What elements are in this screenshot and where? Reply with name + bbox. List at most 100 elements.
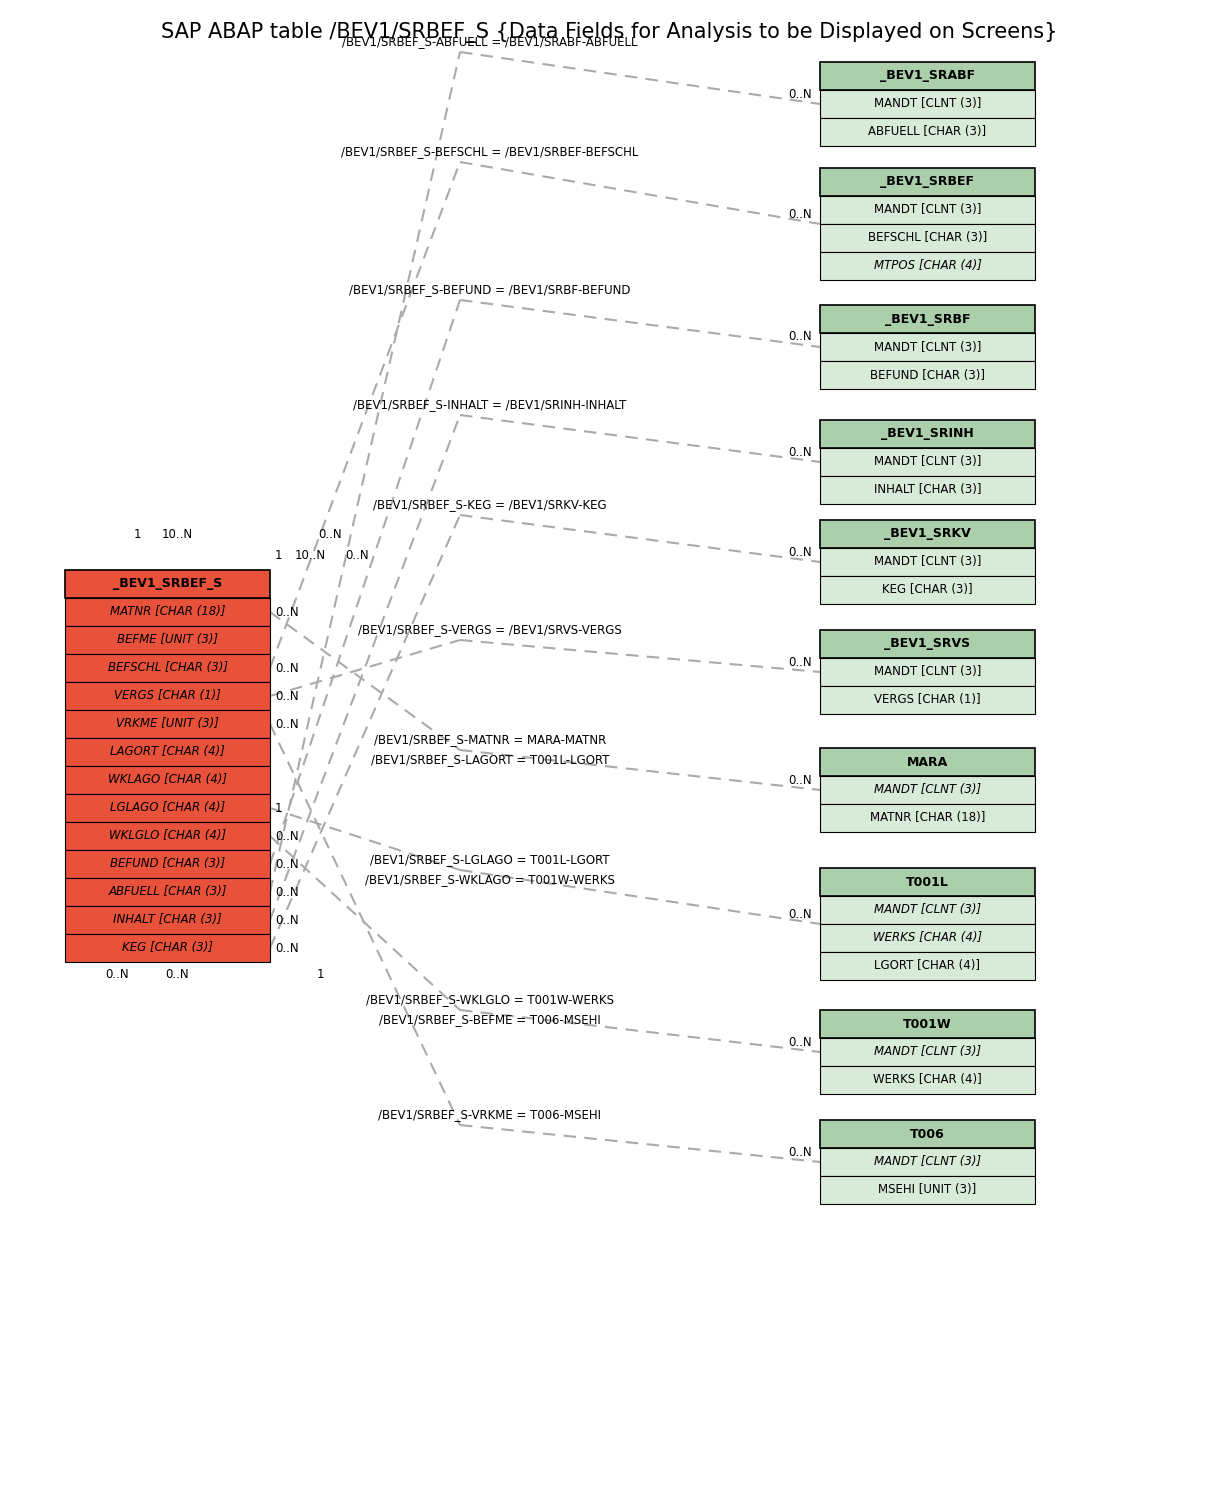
Bar (820, 196, 1035, 224)
Bar (820, 117, 1035, 146)
Text: MSEHI [UNIT (3)]: MSEHI [UNIT (3)] (879, 1184, 976, 1197)
Text: MATNR [CHAR (18)]: MATNR [CHAR (18)] (870, 812, 985, 824)
Text: WKLAGO [CHAR (4)]: WKLAGO [CHAR (4)] (108, 773, 227, 787)
Text: 0..N: 0..N (275, 606, 299, 618)
Text: 0..N: 0..N (166, 967, 189, 981)
Text: MATNR [CHAR (18)]: MATNR [CHAR (18)] (110, 606, 226, 618)
Text: INHALT [CHAR (3)]: INHALT [CHAR (3)] (874, 483, 981, 496)
Text: T001W: T001W (903, 1018, 952, 1030)
Bar (820, 448, 1035, 475)
Text: MANDT [CLNT (3)]: MANDT [CLNT (3)] (874, 1155, 981, 1169)
Text: 0..N: 0..N (318, 528, 341, 541)
Text: _BEV1_SRVS: _BEV1_SRVS (885, 638, 970, 651)
Text: _BEV1_SRINH: _BEV1_SRINH (881, 427, 974, 441)
Text: 0..N: 0..N (789, 656, 812, 668)
Text: T006: T006 (911, 1128, 945, 1140)
Bar (820, 547, 1035, 576)
Text: _BEV1_SRABF: _BEV1_SRABF (880, 69, 975, 83)
Text: MANDT [CLNT (3)]: MANDT [CLNT (3)] (874, 1045, 981, 1059)
Text: 0..N: 0..N (789, 1035, 812, 1048)
Text: WERKS [CHAR (4)]: WERKS [CHAR (4)] (873, 931, 983, 945)
Text: BEFME [UNIT (3)]: BEFME [UNIT (3)] (117, 633, 218, 647)
Text: 0..N: 0..N (275, 857, 299, 871)
Text: /BEV1/SRBEF_S-VERGS = /BEV1/SRVS-VERGS: /BEV1/SRBEF_S-VERGS = /BEV1/SRVS-VERGS (358, 623, 622, 636)
Bar (65, 934, 269, 963)
Text: /BEV1/SRBEF_S-BEFME = T006-MSEHI: /BEV1/SRBEF_S-BEFME = T006-MSEHI (379, 1014, 601, 1026)
Text: VERGS [CHAR (1)]: VERGS [CHAR (1)] (874, 693, 981, 707)
Text: LGORT [CHAR (4)]: LGORT [CHAR (4)] (874, 960, 980, 973)
Text: MANDT [CLNT (3)]: MANDT [CLNT (3)] (874, 665, 981, 678)
Bar (820, 896, 1035, 923)
Bar (65, 794, 269, 823)
Text: 10..N: 10..N (295, 549, 327, 562)
Text: _BEV1_SRBEF_S: _BEV1_SRBEF_S (113, 578, 222, 591)
Bar (65, 878, 269, 905)
Bar (820, 62, 1035, 90)
Bar (65, 681, 269, 710)
Bar (820, 475, 1035, 504)
Bar (820, 1148, 1035, 1176)
Text: /BEV1/SRBEF_S-BEFSCHL = /BEV1/SRBEF-BEFSCHL: /BEV1/SRBEF_S-BEFSCHL = /BEV1/SRBEF-BEFS… (341, 144, 639, 158)
Text: 0..N: 0..N (789, 773, 812, 787)
Text: VRKME [UNIT (3)]: VRKME [UNIT (3)] (116, 717, 219, 731)
Text: MANDT [CLNT (3)]: MANDT [CLNT (3)] (874, 784, 981, 797)
Text: 1: 1 (275, 549, 283, 562)
Text: 1: 1 (316, 967, 324, 981)
Text: 10..N: 10..N (161, 528, 193, 541)
Text: MANDT [CLNT (3)]: MANDT [CLNT (3)] (874, 203, 981, 217)
Bar (820, 1176, 1035, 1205)
Bar (65, 905, 269, 934)
Text: MTPOS [CHAR (4)]: MTPOS [CHAR (4)] (874, 260, 981, 272)
Text: /BEV1/SRBEF_S-ABFUELL = /BEV1/SRABF-ABFUELL: /BEV1/SRBEF_S-ABFUELL = /BEV1/SRABF-ABFU… (343, 35, 638, 48)
Text: VERGS [CHAR (1)]: VERGS [CHAR (1)] (115, 689, 221, 702)
Text: 0..N: 0..N (275, 942, 299, 955)
Text: _BEV1_SRKV: _BEV1_SRKV (884, 528, 970, 540)
Text: /BEV1/SRBEF_S-INHALT = /BEV1/SRINH-INHALT: /BEV1/SRBEF_S-INHALT = /BEV1/SRINH-INHAL… (354, 399, 627, 411)
Text: 0..N: 0..N (275, 913, 299, 926)
Bar (65, 823, 269, 850)
Bar (820, 253, 1035, 280)
Text: 0..N: 0..N (789, 907, 812, 920)
Text: /BEV1/SRBEF_S-VRKME = T006-MSEHI: /BEV1/SRBEF_S-VRKME = T006-MSEHI (379, 1108, 601, 1120)
Text: 0..N: 0..N (275, 886, 299, 898)
Text: 0..N: 0..N (275, 717, 299, 731)
Bar (820, 630, 1035, 659)
Text: WKLGLO [CHAR (4)]: WKLGLO [CHAR (4)] (108, 830, 226, 842)
Text: MARA: MARA (907, 755, 948, 769)
Text: SAP ABAP table /BEV1/SRBEF_S {Data Fields for Analysis to be Displayed on Screen: SAP ABAP table /BEV1/SRBEF_S {Data Field… (161, 23, 1058, 44)
Bar (65, 738, 269, 766)
Text: ABFUELL [CHAR (3)]: ABFUELL [CHAR (3)] (868, 125, 986, 138)
Text: BEFSCHL [CHAR (3)]: BEFSCHL [CHAR (3)] (107, 662, 228, 674)
Text: KEG [CHAR (3)]: KEG [CHAR (3)] (883, 584, 973, 597)
Text: 1: 1 (275, 802, 283, 815)
Text: 1: 1 (133, 528, 140, 541)
Text: BEFUND [CHAR (3)]: BEFUND [CHAR (3)] (110, 857, 226, 871)
Text: INHALT [CHAR (3)]: INHALT [CHAR (3)] (113, 913, 222, 926)
Text: /BEV1/SRBEF_S-LGLAGO = T001L-LGORT: /BEV1/SRBEF_S-LGLAGO = T001L-LGORT (371, 853, 610, 866)
Text: 0..N: 0..N (789, 445, 812, 459)
Text: 0..N: 0..N (789, 331, 812, 343)
Text: 0..N: 0..N (275, 662, 299, 674)
Text: 0..N: 0..N (789, 208, 812, 221)
Text: LGLAGO [CHAR (4)]: LGLAGO [CHAR (4)] (110, 802, 226, 815)
Bar (820, 224, 1035, 253)
Bar (820, 868, 1035, 896)
Bar (65, 599, 269, 626)
Bar (820, 90, 1035, 117)
Text: LAGORT [CHAR (4)]: LAGORT [CHAR (4)] (110, 746, 226, 758)
Bar (65, 654, 269, 681)
Text: KEG [CHAR (3)]: KEG [CHAR (3)] (122, 942, 213, 955)
Bar (820, 420, 1035, 448)
Bar (820, 747, 1035, 776)
Text: 0..N: 0..N (789, 87, 812, 101)
Text: MANDT [CLNT (3)]: MANDT [CLNT (3)] (874, 340, 981, 353)
Bar (65, 710, 269, 738)
Bar (820, 1066, 1035, 1093)
Bar (820, 576, 1035, 605)
Bar (820, 361, 1035, 390)
Text: 0..N: 0..N (789, 546, 812, 558)
Bar (820, 1120, 1035, 1148)
Bar (65, 626, 269, 654)
Bar (65, 850, 269, 878)
Text: _BEV1_SRBF: _BEV1_SRBF (885, 313, 970, 325)
